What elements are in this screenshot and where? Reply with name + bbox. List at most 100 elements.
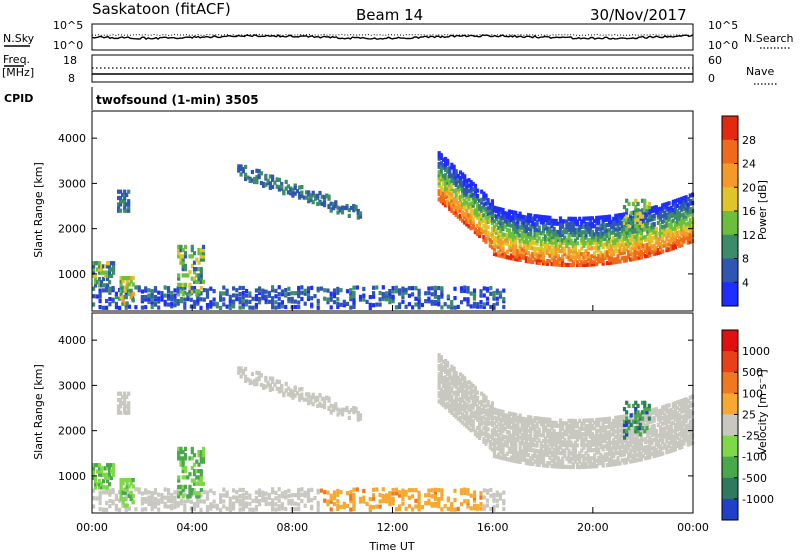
velocity-cell: [550, 439, 554, 444]
velocity-cell: [586, 442, 590, 448]
power-cell: [627, 230, 631, 235]
power-cell: [441, 193, 445, 198]
power-cell: [475, 196, 480, 201]
velocity-cell: [641, 421, 646, 426]
power-cell: [192, 251, 197, 256]
power-cell: [624, 244, 629, 249]
velocity-cell: [673, 403, 677, 408]
power-cell: [176, 301, 180, 306]
velocity-cell: [492, 498, 496, 503]
power-cell: [117, 189, 121, 194]
velocity-cell: [444, 402, 448, 407]
power-cell: [490, 201, 494, 207]
power-cell: [590, 254, 594, 259]
power-cell: [456, 206, 460, 211]
power-cell: [456, 184, 460, 189]
velocity-cell: [612, 445, 616, 451]
velocity-cell: [499, 450, 503, 455]
power-cell: [601, 234, 605, 239]
power-cell: [127, 205, 131, 210]
power-cell: [569, 257, 573, 262]
velocity-heatmap: [92, 353, 695, 512]
velocity-cell: [186, 498, 190, 504]
velocity-cell: [196, 497, 200, 502]
velocity-cell: [578, 429, 582, 434]
power-cell: [533, 235, 537, 240]
power-cell: [479, 300, 483, 305]
velocity-cell: [437, 499, 441, 504]
velocity-cell: [616, 456, 620, 461]
power-cell: [529, 254, 533, 259]
velocity-cell: [567, 451, 571, 456]
velocity-cell: [582, 437, 586, 442]
power-cell: [575, 235, 580, 240]
velocity-cell: [512, 436, 516, 441]
velocity-cell: [605, 452, 609, 457]
velocity-cell: [492, 407, 497, 412]
noise-search-label: N.Search: [744, 32, 794, 45]
velocity-cell: [96, 469, 100, 474]
power-cell: [111, 286, 115, 291]
colorbar-tick-label: 28: [742, 134, 756, 147]
velocity-cell: [552, 423, 556, 428]
velocity-cell: [450, 367, 454, 372]
power-cell: [661, 244, 665, 249]
power-cell: [658, 233, 663, 238]
power-cell: [663, 229, 667, 234]
velocity-cell: [544, 425, 548, 430]
velocity-cell: [614, 442, 618, 448]
velocity-cell: [492, 453, 497, 459]
velocity-cell: [575, 435, 580, 440]
velocity-cell: [232, 506, 236, 511]
power-cell: [404, 287, 408, 292]
velocity-cell: [539, 433, 543, 438]
velocity-cell: [556, 450, 560, 456]
power-cell: [490, 231, 494, 236]
velocity-cell: [565, 426, 569, 431]
velocity-cell: [680, 444, 684, 450]
velocity-cell: [456, 378, 460, 383]
velocity-cell: [669, 410, 673, 415]
power-cell: [250, 178, 254, 183]
power-cell: [656, 250, 660, 255]
power-cell: [550, 237, 554, 242]
power-cell: [599, 234, 603, 239]
power-cell: [478, 206, 482, 211]
velocity-cell: [111, 499, 115, 504]
velocity-cell: [554, 423, 558, 428]
velocity-cell: [140, 497, 144, 502]
velocity-cell: [463, 395, 467, 400]
velocity-cell: [524, 422, 528, 428]
power-cell: [638, 220, 642, 225]
power-cell: [669, 233, 673, 238]
power-cell: [661, 208, 665, 213]
velocity-cell: [541, 449, 546, 454]
velocity-cell: [124, 507, 128, 512]
velocity-cell: [144, 490, 148, 495]
power-cell: [469, 220, 473, 225]
velocity-cell: [499, 436, 503, 441]
velocity-cell: [463, 400, 467, 405]
velocity-cell: [595, 420, 599, 425]
power-cell: [488, 213, 492, 218]
power-cell: [125, 301, 129, 306]
velocity-cell: [300, 395, 304, 400]
velocity-cell: [533, 451, 537, 456]
velocity-cell: [271, 379, 275, 384]
power-cell: [486, 217, 490, 222]
velocity-cell: [320, 396, 324, 401]
velocity-cell: [590, 423, 594, 428]
velocity-cell: [282, 393, 286, 398]
velocity-cell: [588, 445, 592, 450]
velocity-cell: [385, 495, 389, 500]
velocity-cell: [501, 423, 505, 428]
power-cell: [620, 215, 624, 220]
power-cell: [188, 292, 192, 297]
velocity-cell: [439, 379, 443, 384]
power-cell: [541, 226, 546, 231]
velocity-cell: [541, 428, 546, 433]
velocity-cell: [627, 419, 631, 424]
power-cell: [524, 239, 528, 245]
power-cell: [620, 231, 624, 236]
power-cell: [656, 207, 660, 212]
